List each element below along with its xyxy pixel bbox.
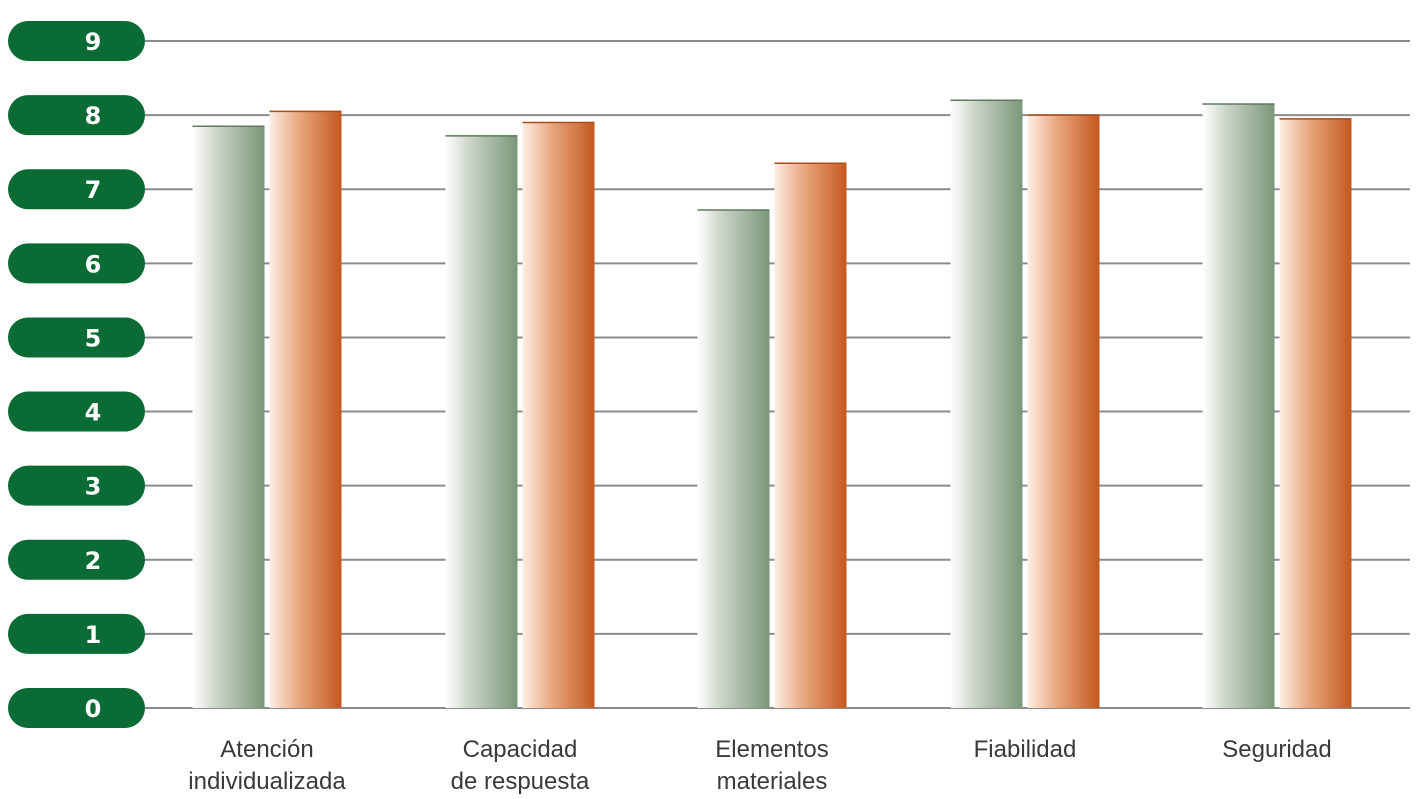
x-tick-label: Fiabilidad — [974, 736, 1077, 763]
y-tick: 4 — [8, 391, 145, 432]
y-tick: 3 — [8, 465, 145, 506]
bar-series-2 — [269, 111, 342, 708]
y-tick-label: 6 — [85, 250, 102, 278]
y-tick: 7 — [8, 169, 145, 210]
x-tick: Fiabilidad — [974, 736, 1077, 763]
y-tick-label: 1 — [85, 621, 102, 649]
bar-series-1 — [950, 100, 1023, 709]
bar-series-1 — [1202, 103, 1275, 708]
x-tick-label: de respuesta — [451, 768, 590, 795]
y-tick-label: 5 — [85, 324, 102, 352]
bar-series-2 — [1027, 115, 1100, 709]
y-tick: 2 — [8, 539, 145, 580]
bar-series-2 — [774, 163, 847, 709]
y-tick: 9 — [8, 21, 145, 61]
y-tick: 5 — [8, 317, 145, 358]
y-tick-label: 8 — [85, 102, 102, 130]
x-tick-label: Elementos — [715, 736, 828, 763]
x-tick-label: Seguridad — [1222, 736, 1331, 763]
y-tick-pill — [8, 613, 145, 654]
x-tick-label: Atención — [220, 736, 313, 763]
bars — [192, 99, 1352, 709]
y-tick-pill — [8, 391, 145, 432]
bar-series-1 — [697, 209, 770, 708]
x-tick: Capacidad de respuesta — [451, 736, 590, 795]
bar-series-1 — [192, 126, 265, 708]
y-tick-label: 7 — [85, 176, 102, 204]
y-tick: 0 — [8, 688, 145, 728]
y-tick-label: 4 — [85, 399, 102, 427]
y-tick-label: 9 — [85, 28, 102, 56]
y-tick-pill — [8, 95, 145, 136]
x-axis-labels: Atención individualizada Capacidad de respu… — [188, 736, 1331, 795]
bar-series-1 — [445, 135, 518, 708]
y-tick-pill — [8, 317, 145, 358]
y-tick: 8 — [8, 95, 145, 136]
y-tick-pill — [8, 465, 145, 506]
y-axis-ticks: 0 1 2 3 4 5 6 7 8 9 — [8, 21, 145, 728]
y-tick-pill — [8, 688, 145, 728]
y-tick-pill — [8, 21, 145, 61]
x-tick: Atención individualizada — [188, 736, 346, 795]
bar-series-2 — [1279, 118, 1352, 709]
y-tick-label: 3 — [85, 473, 102, 501]
y-tick-pill — [8, 539, 145, 580]
y-tick: 1 — [8, 613, 145, 654]
x-tick: Seguridad — [1222, 736, 1331, 763]
bar-series-2 — [522, 122, 595, 709]
x-tick-label: materiales — [717, 768, 828, 795]
x-tick-label: Capacidad — [463, 736, 578, 763]
y-tick-label: 2 — [85, 547, 102, 575]
x-tick-label: individualizada — [188, 768, 346, 795]
y-tick: 6 — [8, 243, 145, 284]
y-tick-pill — [8, 243, 145, 284]
y-tick-label: 0 — [85, 695, 102, 723]
x-tick: Elementos materiales — [715, 736, 828, 795]
y-tick-pill — [8, 169, 145, 210]
